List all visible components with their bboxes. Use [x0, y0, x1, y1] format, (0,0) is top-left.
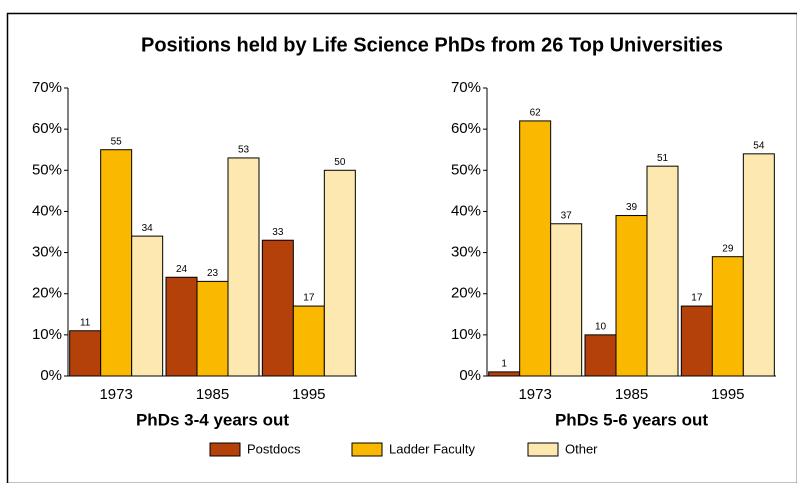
data-label: 24	[176, 264, 188, 275]
bar	[323, 169, 356, 377]
data-label: 51	[657, 153, 669, 164]
data-label: 33	[272, 227, 284, 238]
y-tick-label: 40%	[32, 202, 62, 219]
y-tick-label: 70%	[451, 79, 481, 96]
data-label: 62	[530, 108, 542, 119]
bar	[292, 305, 325, 377]
chart-title: Positions held by Life Science PhDs from…	[141, 34, 723, 56]
x-tick-label: 1985	[196, 386, 229, 403]
bar	[550, 223, 583, 377]
legend-swatch	[527, 442, 559, 457]
x-tick-label: 1973	[518, 386, 551, 403]
data-label: 17	[691, 293, 703, 304]
bar	[261, 239, 294, 377]
x-axis-label: PhDs 3-4 years out	[136, 410, 289, 429]
legend-swatch	[209, 442, 241, 457]
y-tick-label: 40%	[451, 202, 481, 219]
bar	[131, 235, 164, 377]
y-tick-label: 50%	[451, 161, 481, 178]
bar	[69, 330, 102, 377]
bar	[711, 256, 744, 377]
frame	[6, 12, 797, 483]
bar	[584, 334, 617, 377]
bar	[165, 276, 198, 377]
y-tick-label: 0%	[40, 367, 62, 384]
bar	[100, 149, 133, 377]
data-label: 1	[501, 359, 507, 370]
bar	[615, 215, 648, 377]
data-label: 53	[238, 145, 250, 156]
data-label: 34	[142, 223, 154, 234]
data-label: 50	[334, 157, 346, 168]
x-tick-label: 1985	[615, 386, 648, 403]
bar	[519, 120, 552, 377]
bar	[227, 157, 260, 377]
y-tick-label: 60%	[32, 120, 62, 137]
data-label: 55	[111, 136, 123, 147]
x-axis-label: PhDs 5-6 years out	[555, 410, 708, 429]
legend-label: Ladder Faculty	[389, 441, 475, 456]
y-tick-label: 30%	[451, 244, 481, 261]
data-label: 23	[207, 268, 219, 279]
y-tick-label: 20%	[451, 285, 481, 302]
y-tick-label: 50%	[32, 161, 62, 178]
bar	[680, 305, 713, 377]
data-label: 54	[753, 140, 765, 151]
data-label: 11	[80, 317, 91, 328]
y-tick-label: 10%	[32, 326, 62, 343]
legend-label: Postdocs	[247, 441, 301, 456]
y-tick-label: 70%	[32, 79, 62, 96]
y-tick-label: 10%	[451, 326, 481, 343]
y-tick-label: 60%	[451, 120, 481, 137]
data-label: 39	[626, 202, 638, 213]
x-tick-label: 1995	[292, 386, 325, 403]
data-label: 37	[561, 210, 573, 221]
y-tick-label: 20%	[32, 285, 62, 302]
data-label: 10	[595, 321, 607, 332]
legend-swatch	[351, 442, 383, 457]
x-tick-label: 1995	[711, 386, 744, 403]
bar	[646, 165, 679, 377]
data-label: 17	[303, 293, 315, 304]
legend-label: Other	[565, 441, 598, 456]
bar	[196, 280, 229, 377]
data-label: 29	[722, 243, 734, 254]
bar	[488, 371, 521, 377]
y-tick-label: 30%	[32, 244, 62, 261]
x-tick-label: 1973	[99, 386, 132, 403]
y-tick-label: 0%	[459, 367, 481, 384]
bar	[742, 153, 775, 377]
